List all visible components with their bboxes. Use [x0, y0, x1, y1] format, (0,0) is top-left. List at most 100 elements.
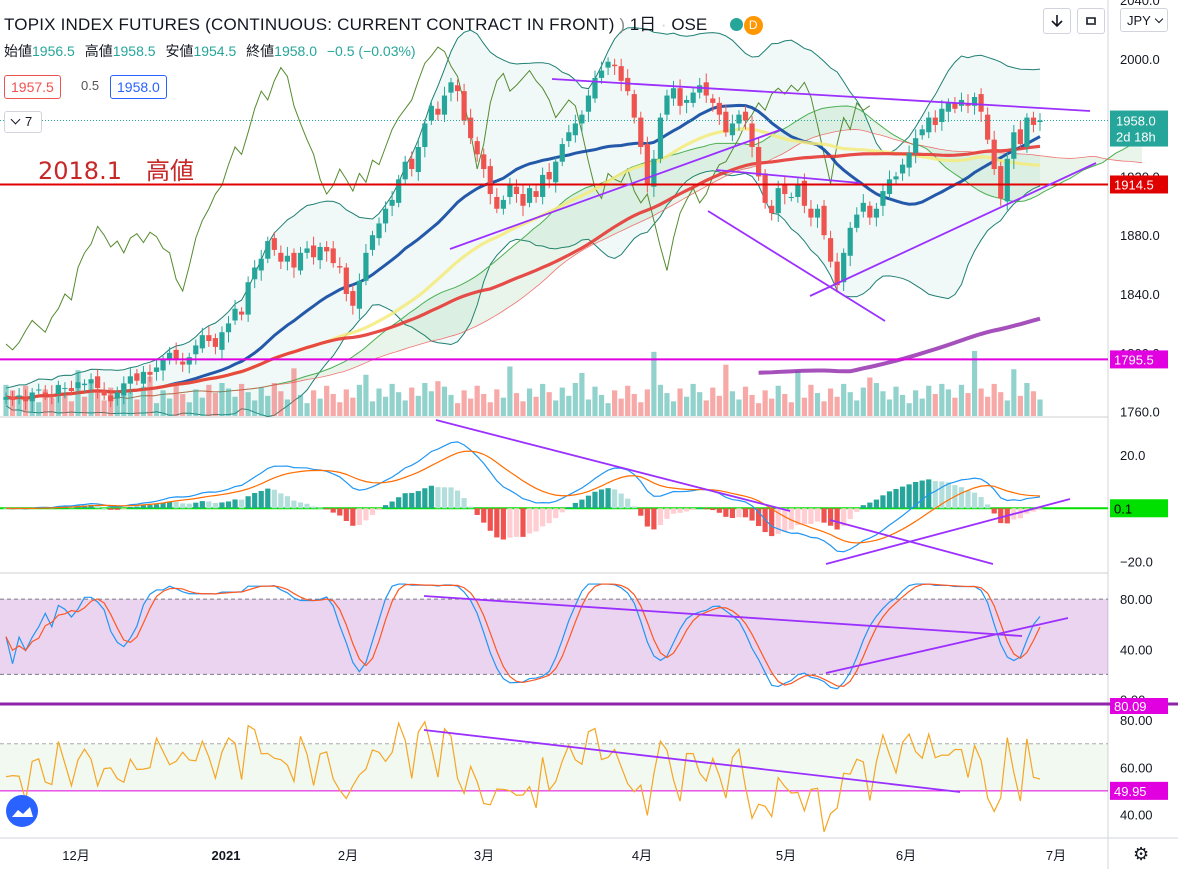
- macd-histogram-bar: [193, 502, 199, 509]
- macd-histogram-bar: [402, 493, 408, 509]
- time-tick-label: 2021: [212, 848, 241, 863]
- candle: [939, 108, 945, 123]
- candle: [893, 176, 899, 180]
- candle: [546, 171, 552, 180]
- market-status-icon: [729, 18, 743, 31]
- chart-header: TOPIX INDEX FUTURES (CONTINUOUS: CURRENT…: [4, 10, 763, 35]
- macd-histogram-bar: [121, 508, 127, 510]
- volume-bar: [167, 398, 173, 416]
- macd-histogram-bar: [664, 508, 670, 519]
- macd-histogram-bar: [474, 508, 480, 515]
- candle: [448, 82, 454, 93]
- macd-histogram-bar: [258, 490, 264, 509]
- volume-bar: [867, 377, 873, 416]
- volume-bar: [258, 387, 264, 416]
- macd-histogram-bar: [500, 508, 506, 540]
- macd-histogram-bar: [507, 508, 513, 538]
- macd-histogram-bar: [998, 508, 1004, 524]
- candle: [494, 196, 500, 209]
- candle: [258, 258, 264, 271]
- macd-tick-label: 20.0: [1120, 448, 1145, 463]
- macd-histogram-bar: [736, 508, 742, 518]
- candle: [284, 255, 291, 262]
- volume-bar: [238, 383, 245, 416]
- macd-histogram-bar: [304, 503, 310, 509]
- macd-histogram-bar: [631, 506, 637, 509]
- macd-histogram-bar: [814, 508, 821, 522]
- volume-bar: [317, 398, 323, 416]
- candle: [55, 385, 61, 394]
- indicators-toggle[interactable]: 7: [4, 111, 42, 133]
- interval-label[interactable]: 1日: [629, 15, 657, 34]
- macd-histogram-bar: [716, 508, 722, 513]
- volume-bar: [886, 399, 893, 416]
- tradingview-logo[interactable]: [6, 795, 38, 827]
- volume-bar: [297, 394, 304, 416]
- refresh-icon: [1086, 17, 1096, 25]
- macd-histogram-bar: [769, 508, 775, 537]
- macd-histogram-bar: [297, 502, 304, 509]
- macd-histogram-bar: [114, 508, 120, 510]
- candle: [42, 392, 48, 394]
- macd-histogram-bar: [585, 495, 592, 509]
- volume-bar: [1030, 391, 1037, 416]
- volume-bar: [657, 384, 664, 416]
- candle: [147, 371, 153, 375]
- volume-bar: [363, 374, 369, 416]
- scroll-down-button[interactable]: [1043, 8, 1071, 34]
- volume-bar: [101, 400, 107, 416]
- candle: [625, 77, 631, 92]
- data-badge[interactable]: D: [743, 16, 763, 35]
- volume-bar: [16, 398, 22, 416]
- volume-bar: [422, 383, 428, 416]
- volume-bar: [932, 394, 938, 416]
- candle: [998, 166, 1004, 199]
- gear-icon[interactable]: ⚙: [1133, 844, 1150, 864]
- volume-bar: [854, 400, 860, 416]
- candle: [160, 360, 166, 371]
- macd-histogram-bar: [245, 496, 251, 509]
- macd-histogram-bar: [140, 505, 147, 509]
- candle: [369, 235, 376, 250]
- volume-bar: [585, 399, 592, 416]
- macd-histogram-bar: [422, 488, 428, 509]
- candle: [461, 91, 467, 121]
- candle: [363, 252, 369, 281]
- candle: [579, 114, 585, 124]
- macd-histogram-bar: [821, 508, 827, 523]
- symbol-title[interactable]: TOPIX INDEX FUTURES (CONTINUOUS: CURRENT…: [4, 15, 615, 34]
- stoch-d-line: [5, 583, 1041, 687]
- candle: [1024, 117, 1030, 147]
- candle: [657, 117, 664, 159]
- volume-bar: [1037, 399, 1043, 416]
- time-tick-label: 12月: [62, 848, 89, 863]
- macd-histogram-bar: [376, 508, 382, 510]
- rsi-tick-label: 80.00: [1120, 592, 1153, 607]
- volume-bar: [350, 397, 356, 416]
- macd-histogram-bar: [939, 481, 945, 509]
- macd-histogram-bar: [428, 485, 434, 509]
- currency-select[interactable]: JPY: [1120, 8, 1168, 32]
- sell-button[interactable]: 1957.5: [4, 75, 61, 99]
- macd-histogram-bar: [88, 504, 94, 509]
- change-value: −0.5 (−0.03%): [326, 43, 416, 59]
- volume-bar: [834, 396, 840, 416]
- volume-bar: [598, 394, 605, 416]
- volume-bar: [742, 386, 749, 416]
- time-tick-label: 3月: [474, 848, 494, 863]
- buy-button[interactable]: 1958.0: [110, 75, 167, 99]
- annotation-text: 2018.1 高値: [38, 157, 194, 185]
- candle: [854, 214, 860, 228]
- volume-bar: [127, 391, 133, 416]
- macd-histogram-bar: [468, 506, 474, 509]
- macd-histogram-bar: [742, 508, 749, 518]
- macd-histogram-bar: [644, 508, 650, 527]
- volume-bar: [670, 401, 677, 416]
- macd-histogram-bar: [95, 506, 101, 509]
- falling-trend-line: [707, 210, 886, 322]
- candle: [468, 117, 474, 139]
- refresh-button[interactable]: [1077, 8, 1105, 34]
- volume-bar: [212, 393, 219, 416]
- volume-bar: [690, 383, 696, 416]
